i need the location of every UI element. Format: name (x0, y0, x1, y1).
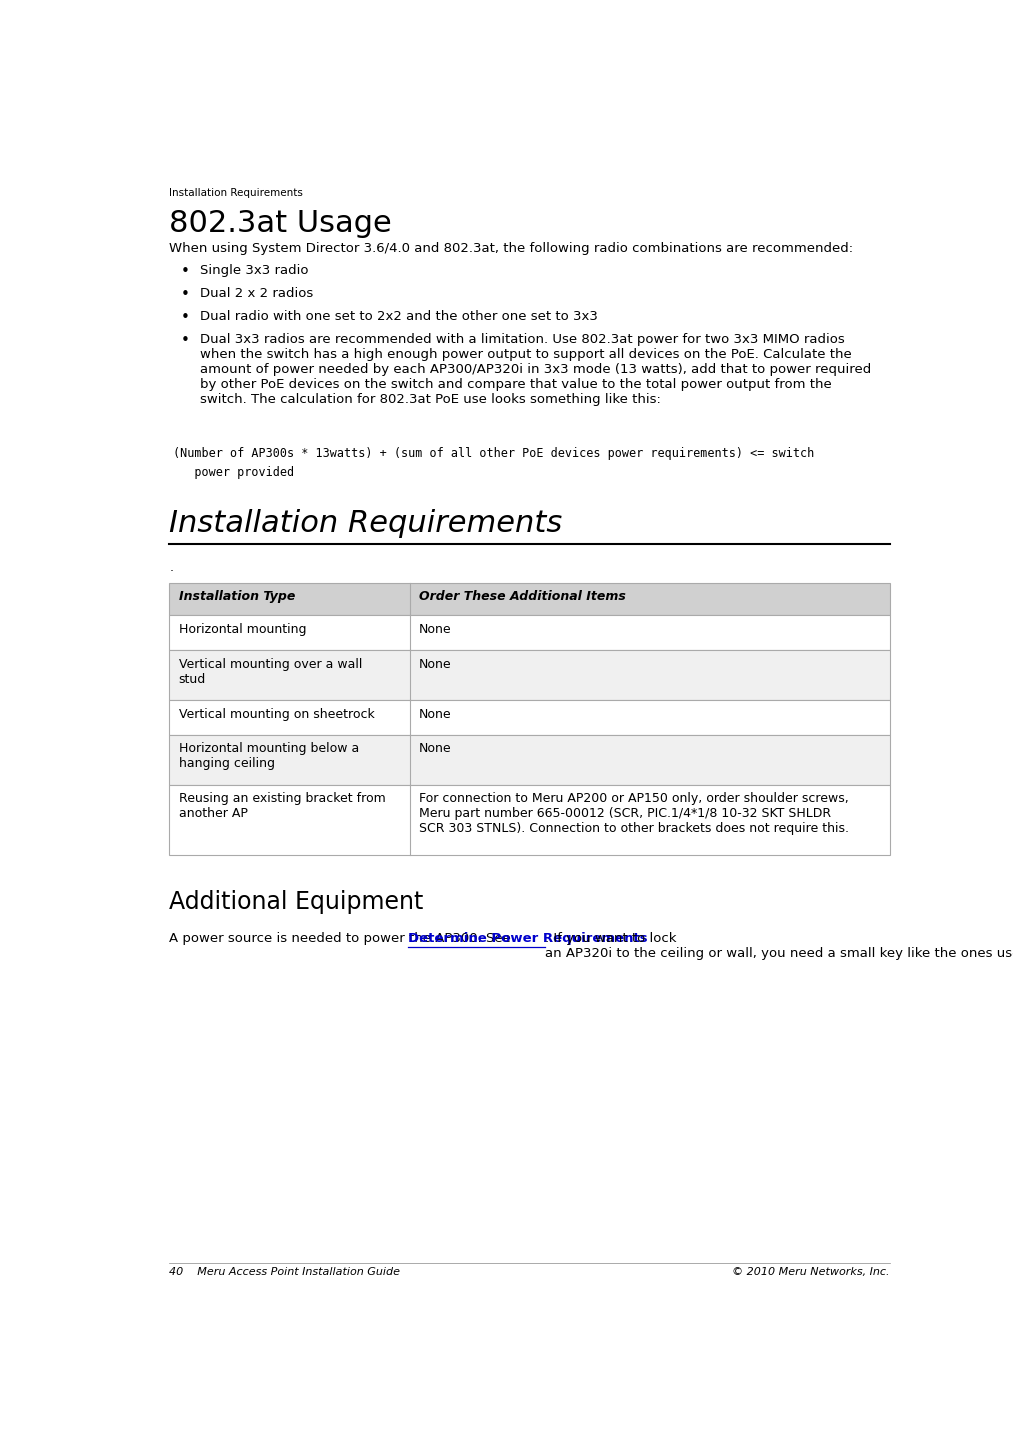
Bar (169, 735, 890, 784)
Text: •: • (181, 287, 189, 302)
Text: Dual 2 x 2 radios: Dual 2 x 2 radios (201, 287, 313, 300)
Text: •: • (181, 264, 189, 278)
Bar (169, 650, 890, 700)
Text: None: None (418, 742, 452, 755)
Text: Vertical mounting on sheetrock: Vertical mounting on sheetrock (178, 708, 374, 721)
Text: None: None (418, 657, 452, 670)
Text: For connection to Meru AP200 or AP150 only, order shoulder screws,
Meru part num: For connection to Meru AP200 or AP150 on… (418, 792, 849, 835)
Text: Dual 3x3 radios are recommended with a limitation. Use 802.3at power for two 3x3: Dual 3x3 radios are recommended with a l… (201, 334, 871, 406)
Text: . If you want to lock
an AP320i to the ceiling or wall, you need a small key lik: . If you want to lock an AP320i to the c… (545, 932, 1013, 960)
Text: Installation Requirements: Installation Requirements (169, 188, 303, 197)
Text: 40    Meru Access Point Installation Guide: 40 Meru Access Point Installation Guide (169, 1267, 400, 1276)
Text: Installation Type: Installation Type (178, 590, 295, 603)
Text: Determine Power Requirements: Determine Power Requirements (408, 932, 648, 945)
Text: © 2010 Meru Networks, Inc.: © 2010 Meru Networks, Inc. (732, 1267, 890, 1276)
Text: •: • (181, 334, 189, 348)
Text: None: None (418, 708, 452, 721)
Bar (169, 615, 890, 650)
Text: Reusing an existing bracket from
another AP: Reusing an existing bracket from another… (178, 792, 385, 821)
Bar (169, 700, 890, 735)
Text: Single 3x3 radio: Single 3x3 radio (201, 264, 309, 277)
Text: Vertical mounting over a wall
stud: Vertical mounting over a wall stud (178, 657, 362, 686)
Text: 802.3at Usage: 802.3at Usage (169, 209, 392, 238)
Text: •: • (181, 310, 189, 325)
Text: Dual radio with one set to 2x2 and the other one set to 3x3: Dual radio with one set to 2x2 and the o… (201, 310, 598, 323)
Text: Order These Additional Items: Order These Additional Items (418, 590, 626, 603)
Text: Horizontal mounting below a
hanging ceiling: Horizontal mounting below a hanging ceil… (178, 742, 359, 770)
Text: Horizontal mounting: Horizontal mounting (178, 624, 306, 637)
Text: A power source is needed to power the AP300. See: A power source is needed to power the AP… (169, 932, 516, 945)
Text: (Number of AP300s * 13watts) + (sum of all other PoE devices power requirements): (Number of AP300s * 13watts) + (sum of a… (173, 448, 814, 460)
Text: When using System Director 3.6/4.0 and 802.3at, the following radio combinations: When using System Director 3.6/4.0 and 8… (169, 242, 853, 255)
Text: .: . (169, 561, 173, 574)
Text: Installation Requirements: Installation Requirements (169, 509, 562, 538)
Text: Additional Equipment: Additional Equipment (169, 890, 423, 914)
Bar (169, 784, 890, 856)
Text: None: None (418, 624, 452, 637)
Bar (169, 583, 890, 615)
Text: power provided: power provided (173, 465, 294, 478)
